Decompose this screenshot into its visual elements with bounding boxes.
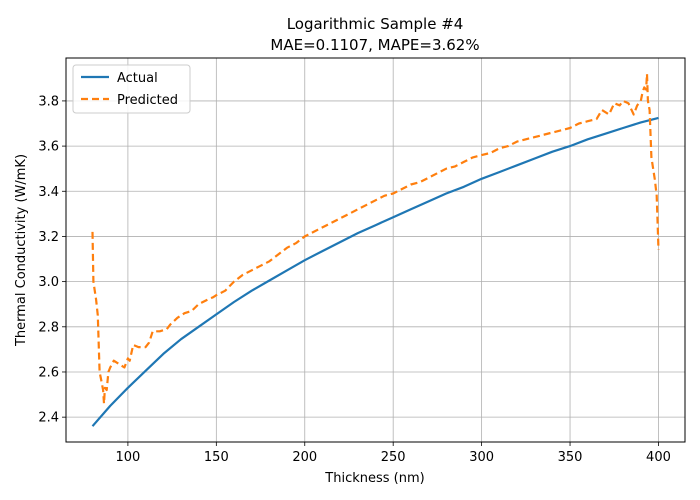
y-tick-label: 3.8 xyxy=(38,94,59,109)
y-axis-label: Thermal Conductivity (W/mK) xyxy=(14,154,29,347)
x-tick-label: 150 xyxy=(204,450,229,465)
y-tick-label: 3.0 xyxy=(38,275,59,290)
x-tick-label: 100 xyxy=(115,450,140,465)
y-tick-label: 3.6 xyxy=(38,140,59,155)
series-line-predicted xyxy=(91,72,660,405)
y-tick-label: 3.2 xyxy=(38,230,59,245)
x-tick-label: 200 xyxy=(292,450,317,465)
x-tick-label: 400 xyxy=(646,450,671,465)
series-line-actual xyxy=(91,116,659,427)
legend-label-predicted: Predicted xyxy=(117,93,178,108)
legend: Actual Predicted xyxy=(72,64,191,114)
axis-ticks: 100 150 200 250 300 350 400 2.4 2.6 2.8 3.0 3.2 3.4 3… xyxy=(38,94,671,465)
plot-series xyxy=(91,72,660,427)
grid xyxy=(66,58,685,442)
legend-label-actual: Actual xyxy=(117,71,158,86)
x-axis-label: Thickness (nm) xyxy=(324,471,424,486)
y-tick-label: 2.8 xyxy=(38,320,59,335)
plot-frame xyxy=(65,57,686,443)
y-tick-label: 2.4 xyxy=(38,411,59,426)
chart-subtitle: MAE=0.1107, MAPE=3.62% xyxy=(270,36,479,54)
x-tick-label: 250 xyxy=(381,450,406,465)
y-tick-label: 3.4 xyxy=(38,185,59,200)
y-tick-label: 2.6 xyxy=(38,365,59,380)
x-tick-label: 300 xyxy=(469,450,494,465)
chart-title: Logarithmic Sample #4 xyxy=(287,15,464,33)
x-tick-label: 350 xyxy=(558,450,583,465)
